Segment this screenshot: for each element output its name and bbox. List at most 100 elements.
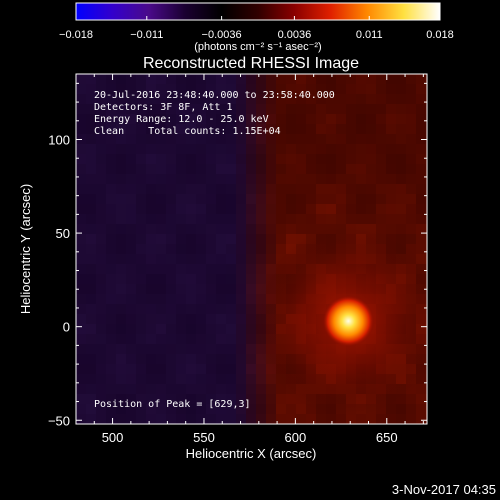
- heatmap-cell: [296, 154, 307, 165]
- heatmap-cell: [76, 264, 87, 275]
- chart-title: Reconstructed RHESSI Image: [143, 55, 359, 72]
- heatmap-cell: [156, 184, 167, 195]
- heatmap-cell: [396, 414, 407, 424]
- heatmap-cell: [176, 224, 187, 235]
- heatmap-cell: [246, 204, 257, 215]
- heatmap-cell: [296, 74, 307, 85]
- heatmap-cell: [146, 224, 157, 235]
- heatmap-cell: [376, 174, 387, 185]
- heatmap-cell: [126, 274, 137, 285]
- annotation-energy-range: Energy Range: 12.0 - 25.0 keV: [94, 114, 269, 125]
- heatmap-cell: [226, 414, 237, 424]
- heatmap-cell: [126, 84, 137, 95]
- heatmap-cell: [226, 354, 237, 365]
- heatmap-cell: [356, 204, 367, 215]
- heatmap-cell: [286, 94, 297, 105]
- heatmap-cell: [206, 374, 217, 385]
- heatmap-cell: [86, 194, 97, 205]
- heatmap-cell: [396, 84, 407, 95]
- heatmap-cell: [226, 104, 237, 115]
- heatmap-cell: [216, 244, 227, 255]
- heatmap-cell: [206, 264, 217, 275]
- heatmap-cell: [156, 374, 167, 385]
- heatmap-cell: [146, 374, 157, 385]
- heatmap-cell: [186, 314, 197, 325]
- heatmap-cell: [106, 324, 117, 335]
- heatmap-cell: [146, 274, 157, 285]
- heatmap-cell: [206, 144, 217, 155]
- heatmap-cell: [136, 194, 147, 205]
- heatmap-cell: [176, 164, 187, 175]
- heatmap-cell: [326, 144, 337, 155]
- heatmap-cell: [406, 104, 417, 115]
- heatmap-cell: [186, 114, 197, 125]
- heatmap-cell: [206, 394, 217, 405]
- heatmap-cell: [76, 174, 87, 185]
- heatmap-cell: [86, 184, 97, 195]
- heatmap-cell: [366, 194, 377, 205]
- heatmap-cell: [166, 304, 177, 315]
- heatmap-cell: [426, 124, 427, 135]
- heatmap-cell: [156, 314, 167, 325]
- heatmap-cell: [256, 144, 267, 155]
- heatmap-cell: [246, 94, 257, 105]
- heatmap-cell: [366, 144, 377, 155]
- heatmap-cell: [256, 384, 267, 395]
- heatmap-cell: [286, 154, 297, 165]
- heatmap-cell: [96, 414, 107, 424]
- heatmap-cell: [276, 154, 287, 165]
- heatmap-cell: [106, 234, 117, 245]
- heatmap-cell: [286, 194, 297, 205]
- heatmap-cell: [216, 234, 227, 245]
- heatmap-cell: [356, 104, 367, 115]
- heatmap-cell: [116, 164, 127, 175]
- heatmap-cell: [346, 414, 357, 424]
- annotation-block: 20-Jul-2016 23:48:40.000 to 23:58:40.000…: [94, 90, 335, 137]
- heatmap-cell: [156, 334, 167, 345]
- heatmap-cell: [236, 164, 247, 175]
- heatmap-cell: [336, 184, 347, 195]
- heatmap-cell: [196, 144, 207, 155]
- heatmap-cell: [196, 294, 207, 305]
- heatmap-cell: [86, 74, 97, 85]
- heatmap-cell: [146, 104, 157, 115]
- heatmap-cell: [146, 404, 157, 415]
- heatmap-cell: [206, 334, 217, 345]
- heatmap-cell: [246, 394, 257, 405]
- heatmap-cell: [216, 254, 227, 265]
- heatmap-cell: [256, 164, 267, 175]
- heatmap-cell: [166, 94, 177, 105]
- heatmap-cell: [346, 194, 357, 205]
- heatmap-cell: [106, 144, 117, 155]
- heatmap-cell: [416, 394, 427, 405]
- annotation-time-range: 20-Jul-2016 23:48:40.000 to 23:58:40.000: [94, 90, 335, 101]
- heatmap-cell: [326, 134, 337, 145]
- heatmap-cell: [186, 414, 197, 424]
- heatmap-cell: [196, 374, 207, 385]
- heatmap-cell: [176, 74, 187, 85]
- heatmap-cell: [116, 214, 127, 225]
- heatmap-cell: [126, 354, 137, 365]
- heatmap-cell: [76, 194, 87, 205]
- heatmap-cell: [196, 204, 207, 215]
- heatmap-cell: [406, 114, 417, 125]
- heatmap-cell: [426, 314, 427, 325]
- heatmap-cell: [86, 314, 97, 325]
- heatmap-cell: [366, 134, 377, 145]
- heatmap-cell: [126, 194, 137, 205]
- heatmap-cell: [406, 74, 417, 85]
- heatmap-cell: [336, 144, 347, 155]
- heatmap-cell: [116, 144, 127, 155]
- heatmap-cell: [126, 404, 137, 415]
- heatmap-cell: [186, 144, 197, 155]
- heatmap-cell: [236, 194, 247, 205]
- heatmap-cell: [226, 214, 237, 225]
- heatmap-cell: [216, 94, 227, 105]
- heatmap-cell: [96, 234, 107, 245]
- heatmap-cell: [306, 124, 317, 135]
- heatmap-cell: [286, 404, 297, 415]
- heatmap-cell: [76, 224, 87, 235]
- heatmap-cell: [236, 244, 247, 255]
- heatmap-cell: [86, 304, 97, 315]
- heatmap-cell: [386, 144, 397, 155]
